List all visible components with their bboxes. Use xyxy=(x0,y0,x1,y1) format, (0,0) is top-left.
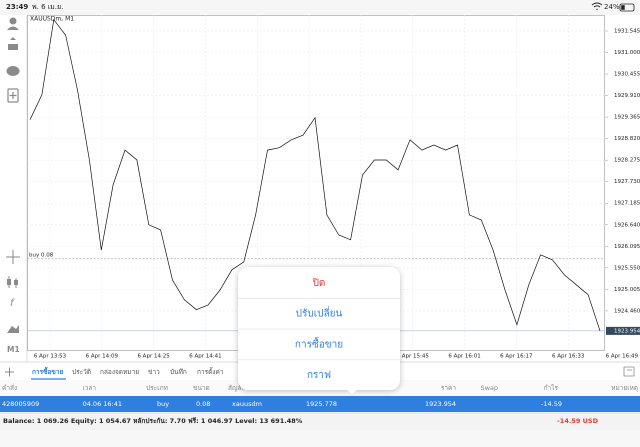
current-price: 1923.954 xyxy=(614,328,640,334)
cell: buy xyxy=(157,400,169,408)
symbol-label: XAUUSDm, M1 xyxy=(30,16,74,23)
left-toolbar: f M1 xyxy=(6,17,20,354)
menu-arrow xyxy=(346,389,358,394)
y-tick-label: 1930.455 xyxy=(614,72,640,78)
menu-item[interactable]: ปรับเปลี่ยน xyxy=(296,306,343,320)
y-tick-label: 1931.545 xyxy=(614,28,640,34)
objects-icon[interactable] xyxy=(7,325,19,333)
y-tick-label: 1924.460 xyxy=(614,308,640,314)
buy-label: buy 0.08 xyxy=(29,252,54,258)
y-tick-label: 1929.365 xyxy=(614,115,640,121)
chat-icon[interactable] xyxy=(6,66,20,76)
battery-percent: 24% xyxy=(604,3,620,11)
x-tick-label: 6 Apr 14:41 xyxy=(189,354,221,360)
x-tick-label: 6 Apr 14:09 xyxy=(86,354,119,360)
y-tick-label: 1929.910 xyxy=(614,93,640,99)
footer-bar xyxy=(0,413,640,430)
column-header: ราคา xyxy=(441,384,456,392)
tab[interactable]: การซื้อขาย xyxy=(32,366,63,376)
column-header: กำไร xyxy=(544,384,559,392)
column-header: คำสั่ง xyxy=(2,383,17,392)
wifi-icon xyxy=(591,2,603,11)
cell: 428005909 xyxy=(2,400,39,408)
column-header: สัญลักษณ์ xyxy=(228,384,256,392)
x-tick-label: 6 Apr 15:45 xyxy=(397,354,430,360)
x-tick-label: 6 Apr 13:53 xyxy=(34,354,67,360)
y-tick-label: 1931.000 xyxy=(614,50,640,56)
cell: 1925.778 xyxy=(306,400,337,408)
column-header: เวลา xyxy=(82,384,96,392)
account-summary: Balance: 1 069.26 Equity: 1 054.67 หลักป… xyxy=(3,417,303,425)
account-icon-body xyxy=(7,26,19,30)
x-tick-label: 6 Apr 14:25 xyxy=(137,354,170,360)
price-tag xyxy=(606,326,640,335)
x-tick-label: 6 Apr 16:17 xyxy=(500,354,533,360)
y-tick-label: 1927.185 xyxy=(614,201,640,207)
battery-icon xyxy=(619,3,635,12)
status-bar xyxy=(0,0,640,15)
battery-level xyxy=(621,5,625,10)
status-time: 23:49 xyxy=(6,3,28,11)
y-tick-label: 1927.730 xyxy=(614,179,640,185)
tab[interactable]: บันทึก xyxy=(170,368,187,376)
price-line xyxy=(29,18,601,332)
account-icon[interactable] xyxy=(9,17,17,25)
column-header: หมายเหตุ xyxy=(611,384,638,392)
timeframe[interactable]: M1 xyxy=(7,345,20,354)
y-tick-label: 1928.275 xyxy=(614,158,640,164)
y-tick-label: 1925.005 xyxy=(614,287,640,293)
tab[interactable]: กล่องจดหมาย xyxy=(100,368,139,376)
column-header: ขนาด xyxy=(193,384,210,392)
x-tick-label: 6 Apr 16:01 xyxy=(448,354,480,360)
tab[interactable]: ข่าว xyxy=(148,368,160,376)
signals-icon[interactable] xyxy=(8,37,18,50)
menu-item[interactable]: การซื้อขาย xyxy=(295,336,343,350)
cell: 1923.954 xyxy=(425,400,456,408)
menu-item[interactable]: ปิด xyxy=(312,278,325,289)
menu-panel xyxy=(238,267,400,390)
y-tick-label: 1928.820 xyxy=(614,136,640,142)
x-tick-label: 6 Apr 16:49 xyxy=(606,354,639,360)
cell: 0.08 xyxy=(196,400,210,408)
total-profit: -14.59 USD xyxy=(557,417,598,425)
status-date: พ. 6 เม.ย. xyxy=(32,3,63,11)
candle-body xyxy=(14,280,18,285)
cell: 04.06 16:41 xyxy=(83,400,122,408)
add-button[interactable] xyxy=(5,367,14,377)
candle-body xyxy=(7,279,11,285)
column-header: Swap xyxy=(480,384,498,392)
tab[interactable]: การตั้งค่า xyxy=(197,367,224,376)
bottom-area xyxy=(0,430,640,447)
x-tick-label: 6 Apr 16:33 xyxy=(552,354,585,360)
indicator-icon[interactable]: f xyxy=(10,298,15,309)
new-order-plus xyxy=(9,92,17,99)
menu-item[interactable]: กราฟ xyxy=(307,370,331,381)
table-row-selected[interactable] xyxy=(0,396,640,412)
crosshair-icon[interactable] xyxy=(6,250,20,264)
y-tick-label: 1925.550 xyxy=(614,265,640,271)
y-tick-label: 1926.640 xyxy=(614,222,640,228)
cell: -14.59 xyxy=(541,400,562,408)
layout-icon[interactable] xyxy=(623,366,635,377)
y-tick-label: 1926.095 xyxy=(614,244,640,250)
column-header: ประเภท xyxy=(146,384,168,392)
new-order-icon[interactable] xyxy=(7,88,19,103)
tab[interactable]: ประวัติ xyxy=(72,368,91,376)
cell: xauusdm xyxy=(232,400,262,408)
